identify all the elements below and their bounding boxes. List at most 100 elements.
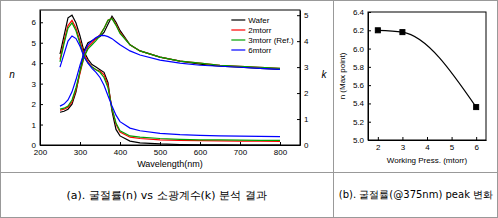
legend-swatch [231, 49, 245, 50]
y-tick: 5.8 [353, 63, 371, 72]
y2-tick-label: 0 [304, 141, 309, 150]
marker [400, 30, 405, 35]
x-tick-label: 800 [274, 148, 288, 157]
y2-tick-label: 3 [304, 63, 309, 72]
y-tick-label: 5.4 [353, 99, 365, 108]
x-tick-label: 4 [425, 143, 430, 152]
y-tick-mark [40, 22, 43, 23]
y-tick: 5.6 [353, 81, 371, 90]
y-tick-label: 5.6 [353, 81, 365, 90]
legend-item: Wafer [231, 16, 269, 25]
y2-axis-title: k [322, 69, 328, 80]
y-axis: 0 1 2 3 4 5 6 [32, 11, 43, 151]
y2-tick-mark [297, 15, 300, 16]
x-tick: 800 [274, 142, 288, 157]
k-line [60, 36, 280, 137]
plot-frame [368, 12, 486, 140]
caption-text: (a). 굴절률(n) vs 소광계수(k) 분석 결과 [66, 188, 266, 203]
y2-tick-mark [297, 119, 300, 120]
y-tick-mark [368, 30, 371, 31]
y2-tick-mark [297, 41, 300, 42]
y2-tick-label: 2 [304, 89, 309, 98]
y2-axis: 0 1 2 3 4 5 [297, 11, 309, 151]
y-tick: 6.0 [353, 45, 371, 54]
chart-a: 2003004005006007008000123456012345Wavele… [9, 10, 327, 169]
x-axis: 2 3 4 5 6 [369, 137, 487, 152]
x-tick: 2 [376, 137, 381, 152]
legend: Wafer2mtorr3mtorr (Ref.)6mtorr [231, 16, 294, 55]
y-tick: 0 [32, 141, 43, 150]
y-tick: 2 [32, 100, 43, 109]
y2-tick: 4 [297, 37, 309, 46]
y2-tick-label: 5 [304, 11, 309, 20]
y-tick-mark [368, 12, 371, 13]
y2-tick-label: 4 [304, 37, 309, 46]
x-tick: 700 [234, 142, 248, 157]
x-axis-title: Wavelength(nm) [137, 159, 203, 169]
table-divider [0, 172, 498, 173]
legend-item: 3mtorr (Ref.) [231, 36, 294, 45]
x-tick-mark [427, 137, 428, 140]
y2-tick-mark [297, 145, 300, 146]
plot-frame [40, 10, 300, 145]
x-tick: 3 [401, 137, 406, 152]
y-tick: 4 [32, 59, 43, 68]
x-tick: 5 [450, 137, 455, 152]
y-tick-label: 0 [32, 141, 37, 150]
y-tick: 5.2 [353, 118, 371, 127]
y-tick: 6.4 [353, 8, 371, 17]
x-axis-line [369, 140, 487, 141]
x-tick: 4 [425, 137, 430, 152]
legend-item: 6mtorr [231, 46, 271, 55]
y-tick-label: 6.0 [353, 45, 365, 54]
caption: (a). 굴절률(n) vs 소광계수(k) 분석 결과 [0, 173, 333, 217]
x-axis-line [41, 145, 301, 146]
n-max-line [378, 30, 476, 107]
y-tick-mark [368, 122, 371, 123]
y-tick-label: 5.8 [353, 63, 365, 72]
y2-tick: 1 [297, 115, 309, 124]
x-axis-title: Working Press. (mtorr) [387, 156, 468, 165]
x-tick-mark [80, 142, 81, 145]
y-tick: 5 [32, 39, 43, 48]
k-line [60, 20, 280, 141]
y-tick: 6 [32, 18, 43, 27]
n-line [60, 18, 280, 110]
y-tick-label: 5.0 [353, 136, 365, 145]
n-line [60, 16, 280, 112]
table-divider [333, 0, 334, 218]
y-tick: 6.2 [353, 26, 371, 35]
y-tick-label: 6.4 [353, 8, 365, 17]
x-tick-label: 5 [450, 143, 455, 152]
y-axis-title: n [9, 69, 15, 80]
y2-tick-mark [297, 93, 300, 94]
x-tick: 300 [74, 142, 88, 157]
marker [375, 28, 380, 33]
x-tick-mark [476, 137, 477, 140]
y2-tick-label: 1 [304, 115, 309, 124]
legend-item: 2mtorr [231, 26, 271, 35]
x-tick-label: 400 [114, 148, 128, 157]
y-tick-mark [40, 43, 43, 44]
plot-marks [375, 28, 478, 110]
y-tick-mark [40, 104, 43, 105]
y-tick-label: 1 [32, 121, 37, 130]
x-tick-mark [402, 137, 403, 140]
y-axis-title: n (Max point) [338, 52, 347, 99]
marker [474, 105, 479, 110]
legend-label: 6mtorr [248, 46, 271, 55]
y-tick-mark [40, 125, 43, 126]
y-tick: 5.4 [353, 99, 371, 108]
x-tick-mark [280, 142, 281, 145]
x-tick-label: 6 [474, 143, 479, 152]
n-line [60, 19, 280, 110]
y-tick-label: 3 [32, 80, 37, 89]
x-tick-mark [378, 137, 379, 140]
y-tick-mark [40, 63, 43, 64]
x-tick-label: 500 [154, 148, 168, 157]
x-tick-label: 2 [376, 143, 381, 152]
x-tick-label: 3 [401, 143, 406, 152]
y-tick-mark [368, 67, 371, 68]
table-frame [0, 0, 498, 218]
x-tick: 6 [474, 137, 479, 152]
